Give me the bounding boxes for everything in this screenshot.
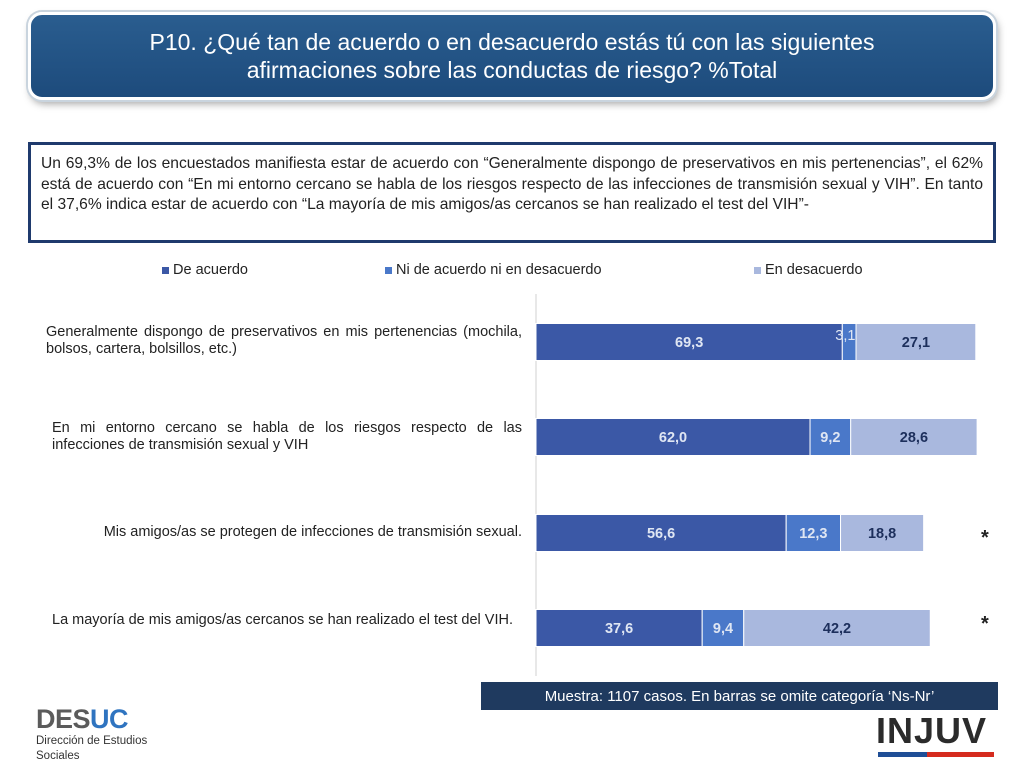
- desuc-logo-word: DESUC: [36, 704, 129, 734]
- data-label-en-desacuerdo-1: 27,1: [902, 335, 930, 351]
- asterisk-marker-amigos-protegen: *: [981, 527, 989, 549]
- data-label-en-desacuerdo-2: 28,6: [900, 430, 928, 446]
- bar-en-desacuerdo-3: [840, 514, 925, 552]
- data-label-de-acuerdo-4: 37,6: [605, 621, 633, 637]
- chart-legend: De acuerdo Ni de acuerdo ni en desacuerd…: [0, 262, 1024, 280]
- bar-ni-de-acuerdo-2: [809, 418, 852, 456]
- bar-en-desacuerdo-2: [850, 418, 978, 456]
- injuv-logo-word: INJUV: [876, 710, 988, 751]
- injuv-logo: INJUV: [876, 712, 996, 760]
- desuc-logo: DESUC Dirección de Estudios Sociales: [36, 704, 186, 764]
- bar-de-acuerdo-4: [535, 609, 703, 647]
- sample-note-text: Muestra: 1107 casos. En barras se omite …: [544, 687, 935, 705]
- legend-item-de-acuerdo: De acuerdo: [162, 262, 248, 278]
- bar-ni-de-acuerdo-3: [785, 514, 842, 552]
- legend-item-en-desacuerdo: En desacuerdo: [754, 262, 863, 278]
- data-label-de-acuerdo-2: 62,0: [659, 430, 687, 446]
- injuv-logo-stripe: [878, 752, 994, 757]
- bar-de-acuerdo-3: [535, 514, 787, 552]
- sample-note: Muestra: 1107 casos. En barras se omite …: [481, 682, 998, 710]
- category-label-entorno: En mi entorno cercano se habla de los ri…: [52, 420, 522, 453]
- data-label-en-desacuerdo-4: 42,2: [823, 621, 851, 637]
- legend-label-ni-de-acuerdo: Ni de acuerdo ni en desacuerdo: [396, 262, 602, 278]
- data-label-ni-de-acuerdo-2: 9,2: [820, 430, 840, 446]
- legend-item-ni-de-acuerdo: Ni de acuerdo ni en desacuerdo: [385, 262, 602, 278]
- bar-en-desacuerdo-1: [855, 323, 977, 361]
- summary-text: Un 69,3% de los encuestados manifiesta e…: [41, 155, 983, 213]
- summary-box: Un 69,3% de los encuestados manifiesta e…: [28, 142, 996, 243]
- stacked-bar-chart: 69,3 3,1 27,1 62,0 9,2 28,6 56,6 12,3 18,8 37,6 9,…: [535, 294, 978, 676]
- desuc-logo-subtitle: Dirección de Estudios Sociales: [36, 735, 148, 762]
- data-label-ni-de-acuerdo-3: 12,3: [799, 526, 827, 542]
- asterisk-marker-test-vih: *: [981, 613, 989, 635]
- data-label-en-desacuerdo-3: 18,8: [868, 526, 896, 542]
- bar-de-acuerdo-2: [535, 418, 811, 456]
- chart-title: P10. ¿Qué tan de acuerdo o en desacuerdo…: [149, 29, 875, 83]
- data-label-de-acuerdo-3: 56,6: [647, 526, 675, 542]
- data-label-ni-de-acuerdo-1: 3,1: [835, 328, 855, 344]
- data-label-ni-de-acuerdo-4: 9,4: [713, 621, 733, 637]
- category-label-preservativos: Generalmente dispongo de preservativos e…: [46, 324, 522, 357]
- title-banner: P10. ¿Qué tan de acuerdo o en desacuerdo…: [28, 12, 996, 100]
- data-label-de-acuerdo-1: 69,3: [675, 335, 703, 351]
- legend-swatch-de-acuerdo: [162, 266, 169, 274]
- category-label-test-vih: La mayoría de mis amigos/as cercanos se …: [52, 612, 514, 628]
- legend-swatch-en-desacuerdo: [754, 266, 761, 274]
- legend-swatch-ni-de-acuerdo: [385, 266, 392, 274]
- legend-label-de-acuerdo: De acuerdo: [173, 262, 248, 278]
- legend-label-en-desacuerdo: En desacuerdo: [765, 262, 863, 278]
- bar-en-desacuerdo-4: [743, 609, 931, 647]
- category-label-amigos-protegen: Mis amigos/as se protegen de infecciones…: [103, 524, 522, 540]
